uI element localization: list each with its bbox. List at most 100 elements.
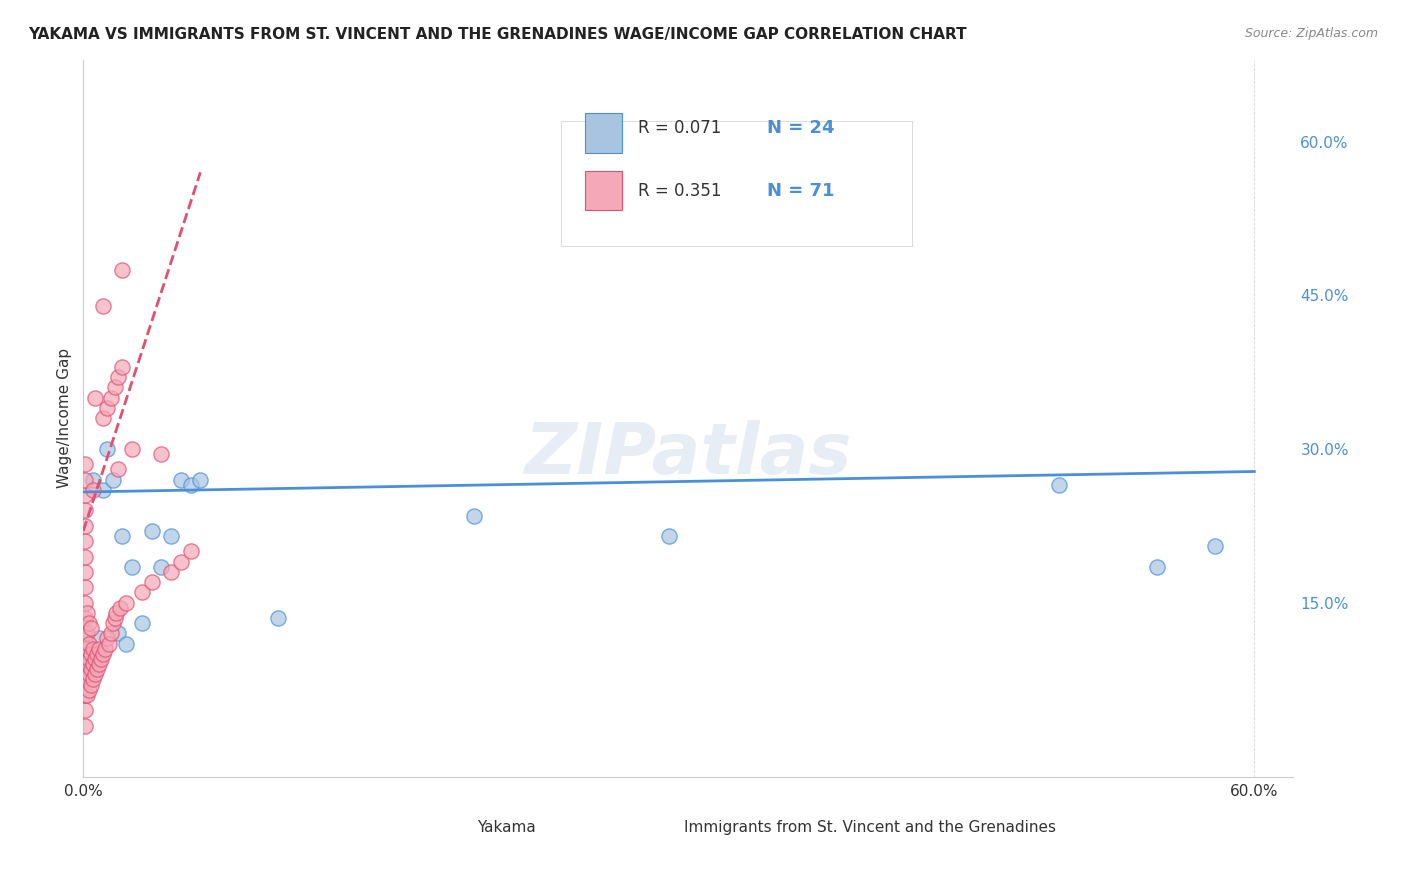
Point: [131, 616, 153, 631]
FancyBboxPatch shape: [737, 816, 773, 838]
Point: [82, 657, 104, 672]
Point: [75, 488, 97, 502]
Point: [115, 637, 138, 651]
Point: [96, 442, 118, 456]
Point: [91, 647, 114, 661]
Point: [84, 652, 107, 666]
Point: [101, 473, 124, 487]
Point: [87, 641, 110, 656]
Point: [170, 555, 193, 569]
Point: [75, 473, 97, 487]
Point: [75, 596, 97, 610]
Point: [1146, 559, 1168, 574]
Point: [131, 585, 153, 599]
Point: [107, 626, 129, 640]
Point: [86, 647, 108, 661]
Text: R = 0.351: R = 0.351: [637, 182, 721, 200]
Point: [75, 534, 97, 549]
Point: [75, 580, 97, 594]
Point: [75, 703, 97, 717]
Point: [150, 447, 173, 461]
Point: [101, 616, 124, 631]
Point: [76, 688, 98, 702]
Point: [91, 483, 114, 497]
FancyBboxPatch shape: [561, 120, 912, 246]
Text: Yakama: Yakama: [478, 820, 536, 835]
Text: R = 0.071: R = 0.071: [637, 119, 721, 136]
Point: [82, 641, 104, 656]
Point: [76, 673, 98, 687]
Point: [87, 632, 110, 646]
Point: [180, 544, 202, 558]
Point: [80, 677, 103, 691]
Text: Source: ZipAtlas.com: Source: ZipAtlas.com: [1244, 27, 1378, 40]
Point: [84, 391, 107, 405]
Point: [80, 621, 103, 635]
Point: [91, 411, 114, 425]
Point: [77, 682, 100, 697]
Text: YAKAMA VS IMMIGRANTS FROM ST. VINCENT AND THE GRENADINES WAGE/INCOME GAP CORRELA: YAKAMA VS IMMIGRANTS FROM ST. VINCENT AN…: [28, 27, 967, 42]
Point: [75, 518, 97, 533]
Point: [111, 359, 134, 374]
Point: [77, 652, 100, 666]
Point: [75, 673, 97, 687]
Point: [100, 391, 122, 405]
FancyBboxPatch shape: [585, 170, 621, 211]
Point: [150, 559, 173, 574]
FancyBboxPatch shape: [411, 816, 446, 838]
Text: ZIPatlas: ZIPatlas: [524, 419, 852, 489]
Point: [97, 637, 120, 651]
Point: [75, 549, 97, 564]
Point: [94, 641, 117, 656]
Point: [121, 442, 143, 456]
Point: [105, 606, 128, 620]
Point: [90, 652, 112, 666]
Point: [110, 600, 132, 615]
Point: [160, 565, 183, 579]
Point: [75, 565, 97, 579]
Point: [100, 626, 122, 640]
Point: [75, 626, 97, 640]
FancyBboxPatch shape: [585, 113, 621, 153]
Point: [80, 662, 103, 676]
Point: [103, 611, 125, 625]
Text: N = 24: N = 24: [768, 119, 835, 136]
Y-axis label: Wage/Income Gap: Wage/Income Gap: [58, 348, 72, 488]
Point: [76, 662, 98, 676]
Point: [111, 262, 134, 277]
Point: [107, 370, 129, 384]
Point: [121, 559, 143, 574]
Point: [1204, 539, 1226, 553]
Point: [76, 606, 98, 620]
Point: [82, 483, 104, 497]
Point: [77, 616, 100, 631]
Point: [1047, 478, 1070, 492]
Point: [190, 473, 212, 487]
Point: [170, 473, 193, 487]
Point: [96, 632, 118, 646]
Point: [180, 478, 202, 492]
Text: N = 71: N = 71: [768, 182, 835, 200]
Point: [103, 380, 125, 394]
Point: [75, 458, 97, 472]
Point: [96, 401, 118, 415]
Point: [76, 626, 98, 640]
Point: [75, 641, 97, 656]
Point: [141, 575, 163, 590]
Point: [75, 657, 97, 672]
Point: [141, 524, 163, 538]
Point: [267, 611, 290, 625]
Point: [160, 529, 183, 543]
Point: [87, 657, 110, 672]
Point: [91, 298, 114, 312]
Point: [80, 647, 103, 661]
Point: [77, 637, 100, 651]
Point: [76, 657, 98, 672]
Point: [76, 641, 98, 656]
Point: [77, 667, 100, 681]
Point: [115, 596, 138, 610]
Point: [75, 688, 97, 702]
Point: [82, 673, 104, 687]
Point: [463, 508, 485, 523]
Point: [658, 529, 681, 543]
